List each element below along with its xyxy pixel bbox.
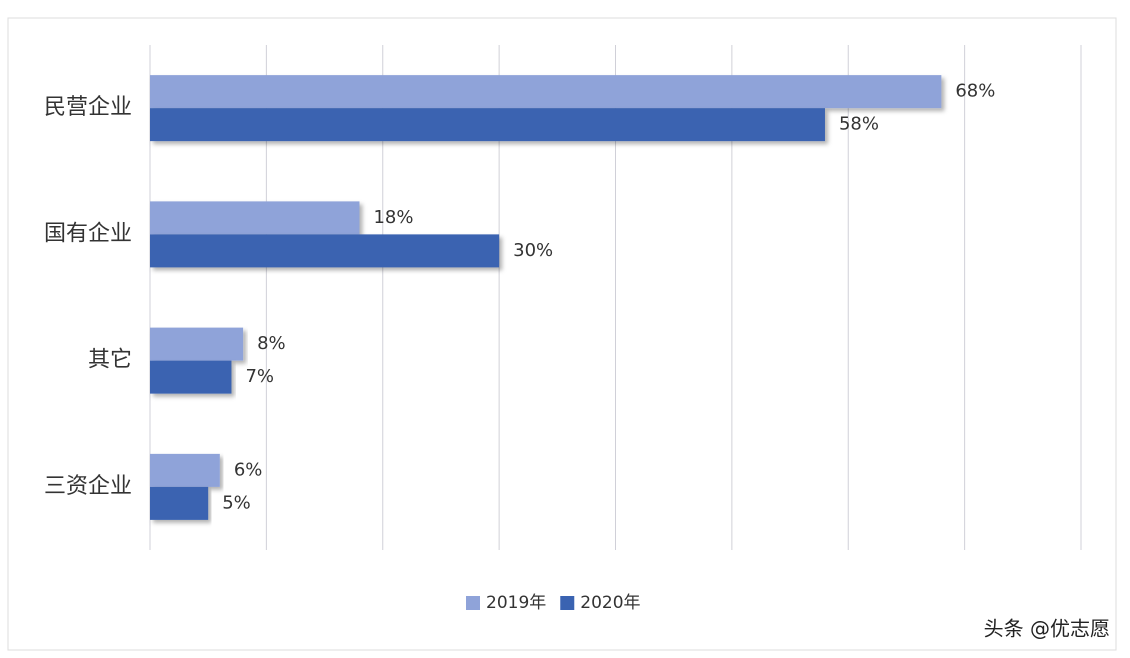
y-tick-label: 三资企业 xyxy=(44,474,132,499)
y-tick-label: 国有企业 xyxy=(44,221,132,246)
y-tick-label: 民营企业 xyxy=(44,95,132,120)
value-label: 7% xyxy=(245,366,274,387)
bar xyxy=(150,453,220,487)
value-label: 30% xyxy=(513,240,553,261)
legend-swatch xyxy=(560,596,575,610)
y-tick-label: 其它 xyxy=(88,348,132,373)
value-label: 5% xyxy=(222,492,251,513)
value-label: 18% xyxy=(373,207,413,228)
legend-swatch xyxy=(466,596,480,610)
bar xyxy=(150,327,244,361)
bar xyxy=(150,108,825,142)
bar xyxy=(150,234,500,268)
value-label: 6% xyxy=(234,459,263,480)
legend-label: 2019年 xyxy=(486,593,546,613)
value-label: 58% xyxy=(839,114,879,135)
bar xyxy=(150,486,209,520)
bar xyxy=(150,75,942,109)
credit: 头条 @优志愿 xyxy=(984,617,1110,641)
bar xyxy=(150,201,360,235)
value-label: 8% xyxy=(257,333,286,354)
legend-label: 2020年 xyxy=(580,593,640,613)
value-label: 68% xyxy=(955,81,995,102)
bar xyxy=(150,360,232,394)
